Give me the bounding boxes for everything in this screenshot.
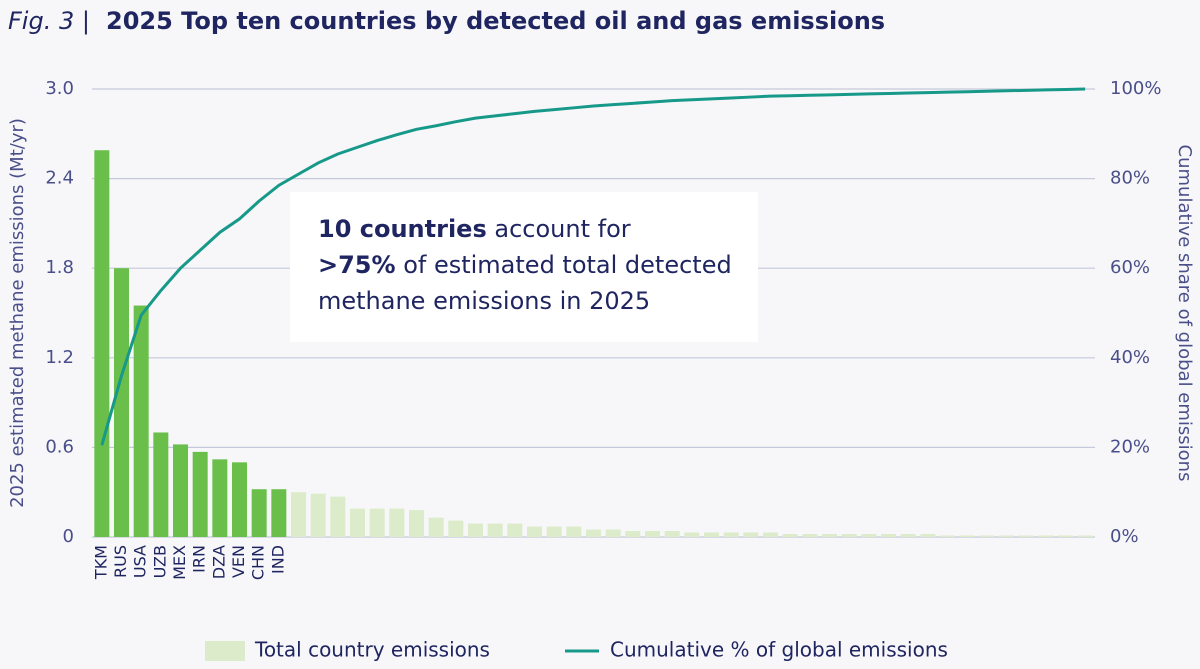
bar (704, 532, 719, 537)
y2-tick-label: 100% (1110, 78, 1161, 99)
annotation-line: >75% of estimated total detected (318, 251, 732, 279)
y-tick-label: 2.4 (45, 168, 74, 189)
annotation-line: methane emissions in 2025 (318, 287, 650, 315)
bar (173, 444, 188, 537)
annotation-text: account for (487, 215, 631, 243)
x-tick-label: TKM (91, 545, 110, 580)
bar (428, 517, 444, 537)
x-tick-label: RUS (111, 545, 130, 578)
annotation-text: >75% (318, 251, 396, 279)
legend-label: Cumulative % of global emissions (610, 638, 948, 662)
bar (310, 493, 326, 537)
annotation-box (290, 192, 758, 342)
bar (251, 489, 267, 537)
bar (841, 534, 857, 537)
bar (468, 523, 483, 537)
bar (291, 492, 306, 537)
bar (979, 535, 995, 537)
bar (114, 268, 129, 537)
bar (1018, 535, 1034, 537)
legend-label: Total country emissions (254, 638, 490, 662)
bar (959, 535, 975, 537)
bar (782, 534, 798, 537)
y2-tick-label: 40% (1110, 347, 1150, 368)
bar (861, 534, 877, 537)
bar (664, 531, 680, 537)
chart-title: 2025 Top ten countries by detected oil a… (106, 7, 885, 35)
x-tick-label: CHN (249, 545, 268, 580)
bar (566, 526, 582, 537)
bar (763, 532, 778, 537)
bar (900, 534, 916, 537)
bar (212, 459, 228, 537)
bar (999, 535, 1014, 537)
legend-swatch (205, 641, 245, 661)
y2-tick-label: 20% (1110, 436, 1150, 457)
bar (802, 534, 818, 537)
x-tick-label: MEX (170, 545, 189, 580)
x-tick-label: UZB (150, 545, 169, 578)
y-tick-label: 3.0 (45, 78, 74, 99)
bar (822, 534, 837, 537)
bar (448, 520, 464, 537)
y2-tick-label: 80% (1110, 168, 1150, 189)
annotation-text: methane emissions in 2025 (318, 287, 650, 315)
y-tick-label: 1.8 (45, 257, 74, 278)
annotation-text: of estimated total detected (396, 251, 732, 279)
bar (920, 534, 936, 537)
x-tick-label: VEN (229, 545, 248, 578)
bar (940, 535, 955, 537)
y-axis-label: 2025 estimated methane emissions (Mt/yr) (7, 118, 28, 508)
bar (743, 532, 759, 537)
bar (350, 508, 365, 537)
y2-tick-label: 60% (1110, 257, 1150, 278)
y-tick-label: 1.2 (45, 347, 74, 368)
bar (409, 510, 424, 537)
y-tick-label: 0.6 (45, 436, 74, 457)
bar (586, 529, 601, 537)
bar (546, 526, 562, 537)
bar (605, 529, 621, 537)
bar (271, 489, 287, 537)
bar (1058, 535, 1073, 537)
bar (1077, 535, 1093, 537)
x-tick-label: DZA (209, 545, 228, 579)
bar (507, 523, 523, 537)
bar (389, 508, 405, 537)
bar (645, 531, 660, 537)
bar (1038, 535, 1054, 537)
x-tick-label: IND (268, 545, 287, 574)
bar (881, 534, 896, 537)
bar (330, 496, 346, 537)
bar (133, 305, 149, 537)
y2-axis-label: Cumulative share of global emissions (1174, 145, 1195, 482)
bar (723, 532, 739, 537)
annotation-text: 10 countries (318, 215, 487, 243)
bar (625, 531, 641, 537)
bar (684, 532, 700, 537)
bar (153, 432, 169, 537)
x-tick-label: IRN (190, 545, 209, 573)
bar (94, 150, 110, 537)
y2-tick-label: 0% (1110, 526, 1139, 547)
bar (232, 462, 247, 537)
x-tick-label: USA (131, 545, 150, 578)
bar (527, 526, 542, 537)
y-tick-label: 0 (63, 526, 74, 547)
cumulative-line (100, 87, 1086, 446)
title-prefix: Fig. 3 | (8, 7, 90, 35)
bar (192, 451, 208, 537)
bar (487, 523, 503, 537)
annotation-line: 10 countries account for (318, 215, 631, 243)
bar (369, 508, 385, 537)
